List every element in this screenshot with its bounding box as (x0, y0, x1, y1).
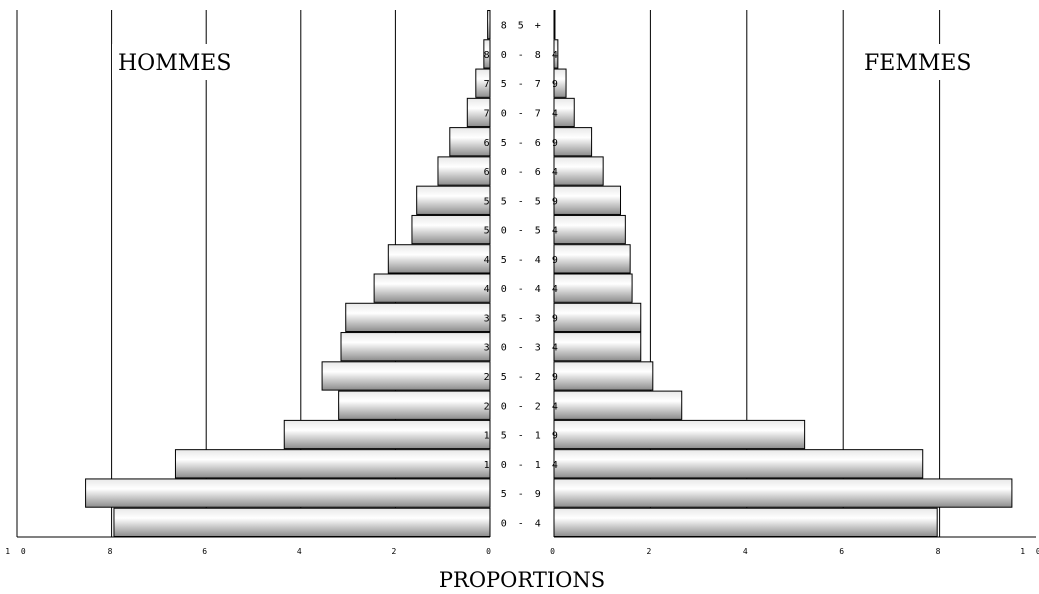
age-group-label: 7 0 - 7 4 (484, 108, 561, 119)
age-group-label: 6 0 - 6 4 (484, 167, 561, 178)
femmes-bar (553, 68, 567, 98)
right-tick-labels: 0 2 4 6 8 1 0 (550, 547, 1039, 556)
femmes-bar (553, 244, 631, 274)
age-group-label: 2 5 - 2 9 (484, 372, 561, 383)
femmes-bar (553, 390, 683, 420)
hommes-bar (345, 302, 491, 333)
femmes-bar (553, 507, 938, 538)
age-group-label: 1 5 - 1 9 (484, 431, 561, 442)
tick-label: 6 (202, 547, 210, 556)
age-group-label: 8 5 + (501, 21, 544, 32)
femmes-bar (553, 10, 556, 40)
x-axis-title: PROPORTIONS (439, 568, 605, 592)
hommes-title: HOMMES (118, 51, 231, 76)
age-group-labels: 0 - 4 5 - 9 1 0 - 1 4 1 5 - 1 9 2 0 - 2 4 2 5… (484, 21, 561, 530)
age-group-label: 0 - 4 (501, 518, 544, 529)
hommes-bar (85, 478, 491, 508)
femmes-bar (553, 127, 593, 157)
hommes-bar (113, 507, 491, 538)
age-group-label: 3 0 - 3 4 (484, 343, 561, 354)
tick-label: 2 (391, 547, 399, 556)
age-group-label: 7 5 - 7 9 (484, 79, 561, 90)
left-title-backdrop (112, 44, 244, 80)
tick-label: 4 (743, 547, 751, 556)
tick-label: 1 0 (5, 547, 28, 556)
age-group-label: 6 5 - 6 9 (484, 138, 561, 149)
femmes-bar (553, 332, 642, 362)
left-tick-labels: 1 0 8 6 4 2 0 (5, 547, 494, 556)
femmes-bar (553, 478, 1013, 508)
femmes-bar (553, 156, 604, 186)
femmes-bar (553, 97, 575, 128)
tick-label: 8 (936, 547, 944, 556)
femmes-bar (553, 185, 622, 215)
tick-label: 0 (486, 547, 494, 556)
hommes-bar (283, 419, 491, 450)
tick-label: 8 (108, 547, 116, 556)
tick-label: 4 (297, 547, 305, 556)
hommes-bar (387, 244, 491, 274)
age-group-label: 8 0 - 8 4 (484, 50, 561, 61)
femmes-bar (553, 449, 924, 479)
femmes-bar (553, 214, 626, 245)
hommes-bar (340, 332, 491, 362)
age-group-label: 2 0 - 2 4 (484, 401, 561, 412)
femmes-title: FEMMES (864, 51, 972, 76)
age-group-label: 5 5 - 5 9 (484, 196, 561, 207)
hommes-bar (483, 39, 491, 69)
hommes-bar (338, 390, 491, 420)
age-group-label: 5 0 - 5 4 (484, 226, 561, 237)
tick-label: 1 0 (1020, 547, 1039, 556)
right-title-backdrop (856, 44, 984, 80)
hommes-bar (466, 97, 491, 128)
femmes-bars (553, 10, 1013, 538)
age-group-label: 5 - 9 (501, 489, 544, 500)
age-group-label: 1 0 - 1 4 (484, 460, 561, 471)
age-group-label: 4 0 - 4 4 (484, 284, 561, 295)
age-group-label: 3 5 - 3 9 (484, 313, 561, 324)
hommes-bar (411, 214, 491, 245)
tick-label: 6 (839, 547, 847, 556)
hommes-bar (487, 10, 491, 40)
age-group-label: 4 5 - 4 9 (484, 255, 561, 266)
hommes-bar (475, 68, 491, 98)
femmes-bar (553, 39, 559, 69)
hommes-bar (437, 156, 491, 186)
hommes-bar (373, 273, 491, 303)
femmes-bar (553, 419, 806, 450)
hommes-bar (321, 361, 491, 391)
femmes-bar (553, 302, 642, 333)
hommes-bar (449, 127, 491, 157)
tick-label: 0 (550, 547, 558, 556)
hommes-bars (85, 10, 491, 538)
hommes-bar (174, 449, 491, 479)
hommes-bar (416, 185, 491, 215)
tick-label: 2 (646, 547, 654, 556)
femmes-bar (553, 273, 633, 303)
femmes-bar (553, 361, 654, 391)
